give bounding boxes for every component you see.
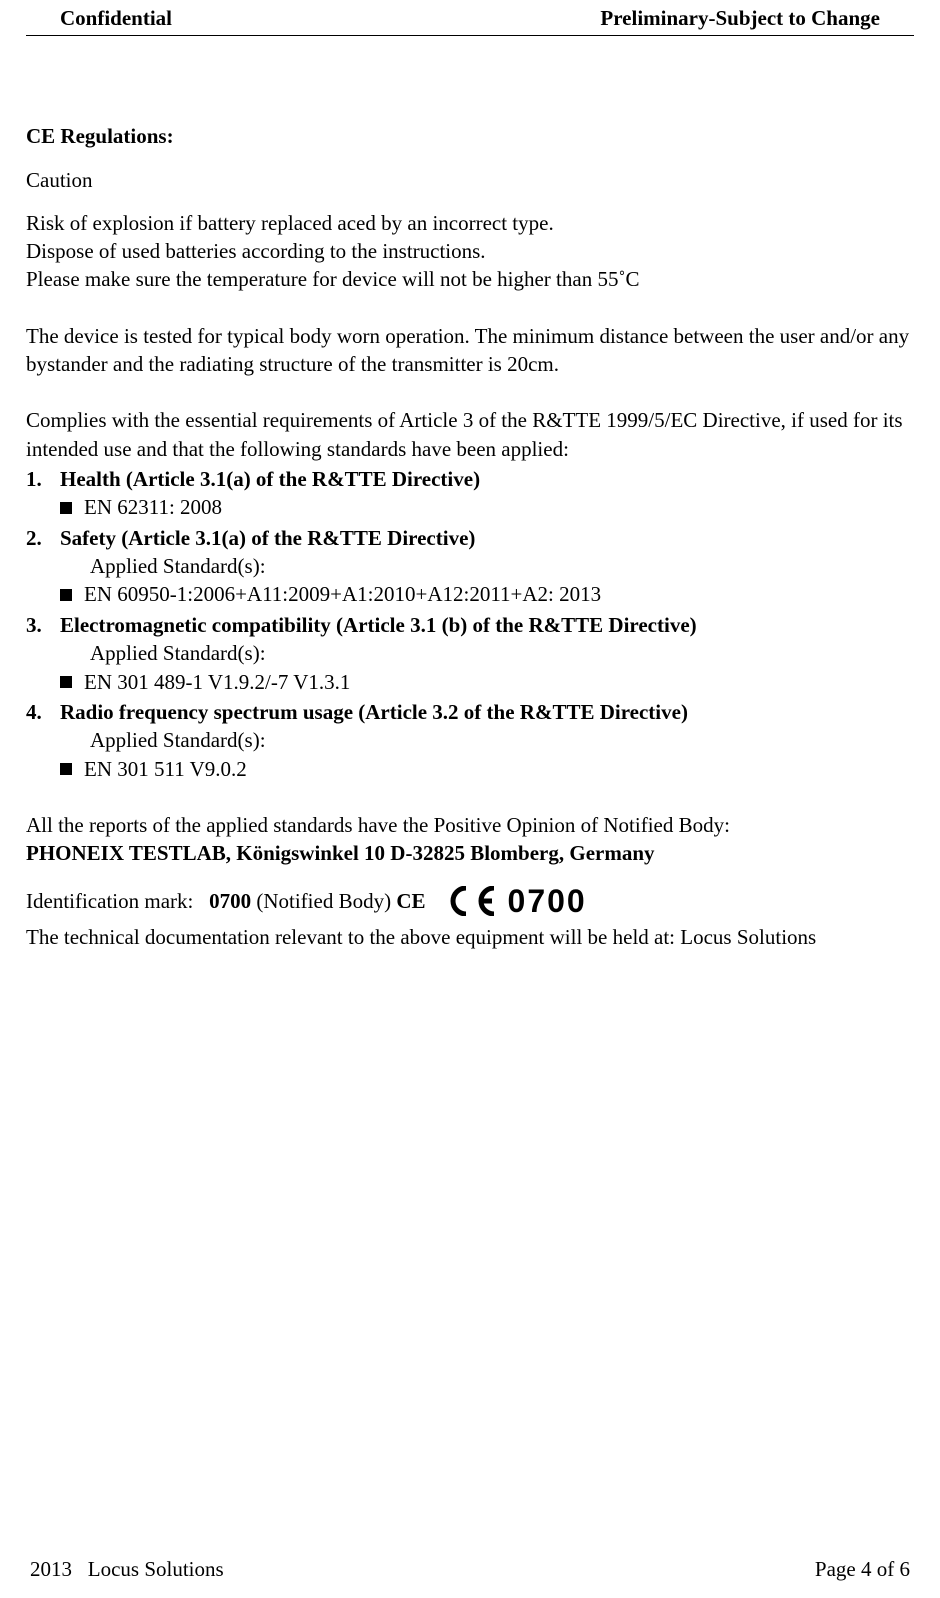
list-item: 4.Radio frequency spectrum usage (Articl…: [26, 698, 914, 726]
list-item-title: Electromagnetic compatibility (Article 3…: [60, 611, 697, 639]
ce-mark-graphic: 0700: [444, 880, 587, 923]
body-worn-paragraph: The device is tested for typical body wo…: [26, 322, 914, 379]
square-bullet-icon: [60, 589, 72, 601]
id-mark-label: Identification mark:: [26, 889, 209, 913]
page-header: Confidential Preliminary-Subject to Chan…: [26, 0, 914, 36]
footer-left: 2013 Locus Solutions: [30, 1557, 224, 1582]
standards-list: 1.Health (Article 3.1(a) of the R&TTE Di…: [26, 465, 914, 783]
risk-line: Risk of explosion if battery replaced ac…: [26, 209, 914, 237]
page-footer: 2013 Locus Solutions Page 4 of 6: [26, 1557, 914, 1598]
standard-text: EN 301 489-1 V1.9.2/-7 V1.3.1: [84, 668, 350, 696]
standard-text: EN 60950-1:2006+A11:2009+A1:2010+A12:201…: [84, 580, 601, 608]
list-item-number: 3.: [26, 611, 60, 639]
list-item: 2.Safety (Article 3.1(a) of the R&TTE Di…: [26, 524, 914, 552]
identification-mark-text: Identification mark: 0700 (Notified Body…: [26, 887, 426, 915]
notified-body-section: All the reports of the applied standards…: [26, 811, 914, 868]
page-content: CE Regulations: Caution Risk of explosio…: [26, 36, 914, 1557]
page: Confidential Preliminary-Subject to Chan…: [0, 0, 940, 1598]
list-item-number: 4.: [26, 698, 60, 726]
risk-paragraph: Risk of explosion if battery replaced ac…: [26, 209, 914, 294]
list-item-title: Safety (Article 3.1(a) of the R&TTE Dire…: [60, 524, 475, 552]
identification-mark-row: Identification mark: 0700 (Notified Body…: [26, 880, 914, 923]
id-mark-suffix: (Notified Body): [251, 889, 396, 913]
list-item: 3.Electromagnetic compatibility (Article…: [26, 611, 914, 639]
square-bullet-icon: [60, 502, 72, 514]
header-left: Confidential: [60, 6, 172, 31]
caution-label: Caution: [26, 166, 914, 194]
applied-standard-label: Applied Standard(s):: [26, 639, 914, 667]
id-mark-ce: CE: [396, 889, 425, 913]
risk-line: Dispose of used batteries according to t…: [26, 237, 914, 265]
standard-text: EN 301 511 V9.0.2: [84, 755, 247, 783]
risk-line: Please make sure the temperature for dev…: [26, 265, 914, 293]
list-item: 1.Health (Article 3.1(a) of the R&TTE Di…: [26, 465, 914, 493]
notified-body-name: PHONEIX TESTLAB, Königswinkel 10 D-32825…: [26, 839, 914, 867]
applied-standard-label: Applied Standard(s):: [26, 726, 914, 754]
section-title: CE Regulations:: [26, 122, 914, 150]
ce-icon: [444, 886, 498, 916]
square-bullet-icon: [60, 676, 72, 688]
list-item-title: Health (Article 3.1(a) of the R&TTE Dire…: [60, 465, 480, 493]
standard-row: EN 301 511 V9.0.2: [26, 755, 914, 783]
standard-row: EN 301 489-1 V1.9.2/-7 V1.3.1: [26, 668, 914, 696]
standard-row: EN 60950-1:2006+A11:2009+A1:2010+A12:201…: [26, 580, 914, 608]
list-item-number: 1.: [26, 465, 60, 493]
tech-doc-paragraph: The technical documentation relevant to …: [26, 923, 914, 951]
list-item-number: 2.: [26, 524, 60, 552]
ce-mark-number: 0700: [508, 880, 587, 923]
square-bullet-icon: [60, 763, 72, 775]
standard-row: EN 62311: 2008: [26, 493, 914, 521]
footer-right: Page 4 of 6: [815, 1557, 910, 1582]
complies-paragraph: Complies with the essential requirements…: [26, 406, 914, 463]
standard-text: EN 62311: 2008: [84, 493, 222, 521]
header-right: Preliminary-Subject to Change: [600, 6, 880, 31]
applied-standard-label: Applied Standard(s):: [26, 552, 914, 580]
id-mark-number: 0700: [209, 889, 251, 913]
notified-intro: All the reports of the applied standards…: [26, 811, 914, 839]
list-item-title: Radio frequency spectrum usage (Article …: [60, 698, 688, 726]
